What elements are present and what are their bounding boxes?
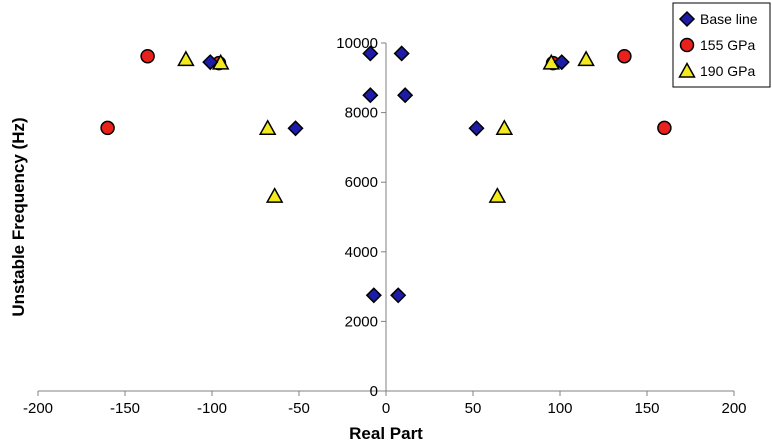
y-tick-label: 2000 [345,313,378,330]
data-point-circle [657,120,672,136]
legend-marker-diamond [678,10,696,28]
series-triangle [177,50,595,203]
y-axis-title: Unstable Frequency (Hz) [9,117,28,316]
data-point-diamond [390,287,407,304]
y-tick-label: 10000 [336,35,378,52]
data-point-diamond [287,120,304,137]
data-point-diamond [393,45,410,62]
x-tick-label: 150 [634,400,659,417]
tick-labels: -200 -150 -100 -50 0 50 100 150 2000200040006000… [23,35,747,417]
x-tick-label: 100 [547,400,572,417]
axes [37,42,735,396]
data-point-circle [140,48,155,64]
data-points [100,45,672,304]
data-point-triangle [258,119,277,136]
legend-marker-circle [679,37,695,53]
x-tick-label: 0 [382,400,390,417]
data-point-diamond [397,87,414,104]
x-tick-label: -200 [23,400,53,417]
data-point-triangle [495,119,514,136]
data-point-diamond [202,54,219,71]
data-point-diamond [468,120,485,137]
data-point-diamond [362,45,379,62]
y-tick-label: 4000 [345,244,378,261]
x-tick-label: -50 [288,400,310,417]
data-point-diamond [365,287,382,304]
legend-label: Base line [700,11,758,27]
legend: Base line 155 GPa 190 GPa [672,2,771,88]
y-tick-label: 8000 [345,105,378,122]
x-axis-title: Real Part [349,424,423,443]
data-point-triangle [577,50,595,67]
series-diamond [202,45,570,304]
data-point-circle [100,120,115,136]
legend-marker-triangle [678,61,696,78]
x-tick-label: 200 [721,400,746,417]
data-point-diamond [553,54,570,71]
data-point-triangle [488,187,507,203]
legend-label: 190 GPa [700,63,755,79]
data-point-diamond [362,87,379,104]
y-tick-label: 0 [370,383,378,400]
x-tick-label: -100 [197,400,227,417]
x-tick-label: 50 [465,400,482,417]
y-tick-label: 6000 [345,174,378,191]
x-tick-label: -150 [110,400,140,417]
legend-label: 155 GPa [700,37,755,53]
data-point-triangle [177,50,195,67]
data-point-triangle [265,187,284,203]
data-point-circle [617,48,632,64]
